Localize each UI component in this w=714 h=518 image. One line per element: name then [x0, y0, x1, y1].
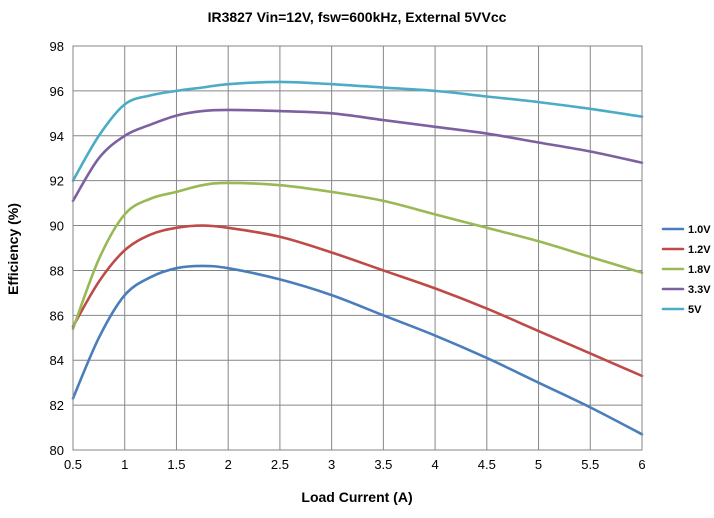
x-tick-label: 1.5	[167, 457, 185, 472]
y-tick-label: 80	[50, 443, 64, 458]
legend-label: 5V	[688, 304, 702, 316]
x-tick-label: 6	[638, 457, 645, 472]
x-tick-label: 2	[225, 457, 232, 472]
legend-item: 1.2V	[661, 244, 711, 256]
y-tick-label: 98	[50, 39, 64, 54]
x-tick-label: 4.5	[478, 457, 496, 472]
y-tick-label: 88	[50, 263, 64, 278]
y-tick-label: 86	[50, 308, 64, 323]
x-tick-label: 5.5	[581, 457, 599, 472]
series-line-3-3v	[71, 108, 644, 203]
y-tick-label: 92	[50, 174, 64, 189]
legend-label: 1.8V	[688, 264, 711, 276]
y-tick-label: 82	[50, 398, 64, 413]
series-lines	[71, 80, 644, 436]
x-tick-label: 4	[431, 457, 438, 472]
x-tick-label: 5	[535, 457, 542, 472]
legend-item: 5V	[661, 304, 702, 316]
tick-labels: 0.5 1 1.5 2 2.5 3 3.5 4 4.5 5 5.5 6 80 82 84 86 88 90 92 94…	[50, 39, 646, 472]
y-tick-label: 84	[50, 353, 64, 368]
plot-area-border	[72, 45, 643, 451]
series-line-5v	[71, 80, 644, 182]
series-line-1-8v	[71, 181, 644, 331]
legend-label: 1.2V	[688, 244, 711, 256]
x-tick-label: 1	[121, 457, 128, 472]
legend-label: 1.0V	[688, 224, 711, 236]
y-tick-label: 94	[50, 129, 64, 144]
chart-title: IR3827 Vin=12V, fsw=600kHz, External 5VV…	[208, 9, 507, 25]
y-tick-label: 96	[50, 84, 64, 99]
x-tick-label: 3.5	[374, 457, 392, 472]
x-tick-label: 3	[328, 457, 335, 472]
legend-item: 1.8V	[661, 264, 711, 276]
y-tick-label: 90	[50, 219, 64, 234]
x-tick-label: 2.5	[271, 457, 289, 472]
series-line-1-0v	[71, 264, 644, 436]
legend-item: 1.0V	[661, 224, 711, 236]
y-axis-title: Efficiency (%)	[5, 203, 21, 295]
legend-label: 3.3V	[688, 284, 711, 296]
legend: 1.0V 1.2V 1.8V 3.3V 5V	[661, 224, 711, 316]
series-line-1-2v	[71, 224, 644, 378]
x-tick-label: 0.5	[64, 457, 82, 472]
x-axis-title: Load Current (A)	[301, 489, 412, 505]
legend-item: 3.3V	[661, 284, 711, 296]
